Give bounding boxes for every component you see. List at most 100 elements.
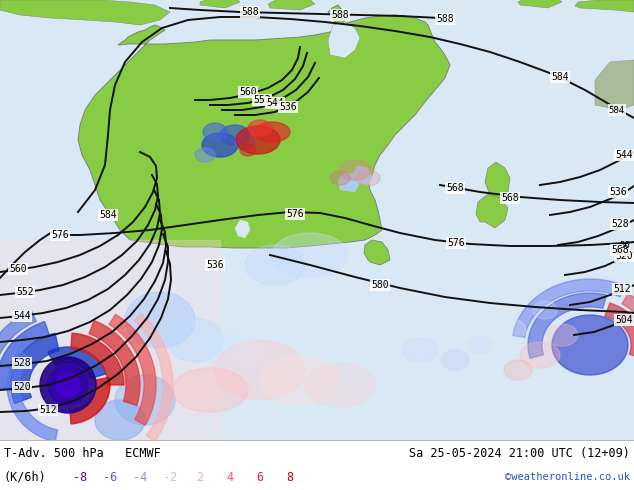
Polygon shape (215, 340, 305, 400)
Polygon shape (364, 240, 390, 265)
Polygon shape (468, 336, 492, 354)
Polygon shape (533, 301, 557, 319)
Text: 8: 8 (287, 470, 294, 484)
Polygon shape (220, 125, 250, 145)
Polygon shape (305, 363, 375, 407)
Text: 584: 584 (99, 210, 117, 220)
Polygon shape (48, 347, 107, 378)
Text: T-Adv. 500 hPa   ECMWF: T-Adv. 500 hPa ECMWF (4, 446, 161, 460)
Polygon shape (260, 355, 340, 405)
Text: -8: -8 (73, 470, 87, 484)
Text: Sa 25-05-2024 21:00 UTC (12+09): Sa 25-05-2024 21:00 UTC (12+09) (409, 446, 630, 460)
Polygon shape (546, 324, 578, 346)
Polygon shape (476, 194, 508, 228)
Polygon shape (328, 22, 360, 58)
Text: 512: 512 (39, 405, 57, 415)
Polygon shape (605, 303, 634, 358)
Polygon shape (268, 0, 315, 10)
Polygon shape (353, 166, 372, 185)
Polygon shape (528, 293, 607, 358)
Polygon shape (575, 0, 634, 12)
Text: (K/6h): (K/6h) (4, 470, 47, 484)
Text: 552: 552 (253, 95, 271, 105)
Text: 576: 576 (286, 209, 304, 219)
Polygon shape (236, 126, 280, 154)
Polygon shape (441, 350, 469, 370)
Polygon shape (240, 144, 256, 156)
Polygon shape (0, 311, 36, 382)
Text: 584: 584 (551, 72, 569, 82)
Text: 528: 528 (13, 358, 31, 368)
Text: 504: 504 (615, 315, 633, 325)
Polygon shape (518, 0, 562, 8)
Text: 580: 580 (371, 280, 389, 290)
Text: 4: 4 (226, 470, 233, 484)
Text: 588: 588 (436, 14, 454, 24)
Polygon shape (203, 123, 227, 141)
Polygon shape (235, 134, 255, 150)
Text: 512: 512 (613, 284, 631, 294)
Polygon shape (248, 120, 272, 136)
Text: 528: 528 (611, 219, 629, 229)
Bar (0, 240, 220, 440)
Polygon shape (200, 0, 240, 8)
Polygon shape (552, 315, 628, 375)
Polygon shape (115, 375, 175, 425)
Polygon shape (513, 279, 625, 338)
Polygon shape (622, 294, 634, 374)
Polygon shape (494, 319, 526, 341)
Polygon shape (245, 245, 305, 285)
Polygon shape (125, 292, 195, 348)
Text: 576: 576 (447, 238, 465, 248)
Text: 544: 544 (615, 150, 633, 160)
Polygon shape (202, 133, 238, 157)
Polygon shape (48, 365, 88, 405)
Polygon shape (203, 332, 247, 368)
Text: 584: 584 (609, 105, 625, 115)
Text: 568: 568 (501, 193, 519, 203)
Text: 560: 560 (239, 87, 257, 97)
Polygon shape (339, 160, 371, 180)
Polygon shape (95, 400, 145, 440)
Polygon shape (356, 170, 380, 186)
Text: 552: 552 (16, 287, 34, 297)
Polygon shape (7, 350, 58, 441)
Text: 536: 536 (609, 187, 627, 197)
Polygon shape (504, 360, 532, 380)
Text: 544: 544 (13, 311, 31, 321)
Text: 576: 576 (51, 230, 69, 240)
Polygon shape (254, 122, 290, 142)
Text: 2: 2 (197, 470, 204, 484)
Text: 568: 568 (446, 183, 464, 193)
Text: 520: 520 (13, 382, 31, 392)
Polygon shape (134, 313, 173, 441)
Polygon shape (78, 5, 450, 248)
Text: -2: -2 (163, 470, 177, 484)
Polygon shape (0, 0, 170, 25)
Text: 520: 520 (615, 251, 633, 261)
Polygon shape (40, 357, 96, 413)
Polygon shape (235, 220, 250, 238)
Polygon shape (402, 338, 438, 362)
Text: -4: -4 (133, 470, 147, 484)
Text: 544: 544 (266, 98, 284, 108)
Polygon shape (232, 341, 268, 369)
Text: 56: 56 (619, 241, 630, 249)
Text: 588: 588 (331, 10, 349, 20)
Text: 588: 588 (241, 7, 259, 17)
Polygon shape (485, 162, 510, 200)
Text: 6: 6 (256, 470, 264, 484)
Polygon shape (56, 373, 80, 397)
Text: 560: 560 (9, 264, 27, 274)
Polygon shape (109, 314, 156, 425)
Polygon shape (272, 233, 348, 277)
Polygon shape (70, 377, 110, 424)
Polygon shape (595, 60, 634, 110)
Polygon shape (172, 368, 248, 412)
Text: -6: -6 (103, 470, 117, 484)
Polygon shape (330, 171, 350, 185)
Polygon shape (11, 333, 59, 404)
Polygon shape (89, 320, 140, 405)
Text: ©weatheronline.co.uk: ©weatheronline.co.uk (505, 472, 630, 482)
Polygon shape (338, 172, 360, 192)
